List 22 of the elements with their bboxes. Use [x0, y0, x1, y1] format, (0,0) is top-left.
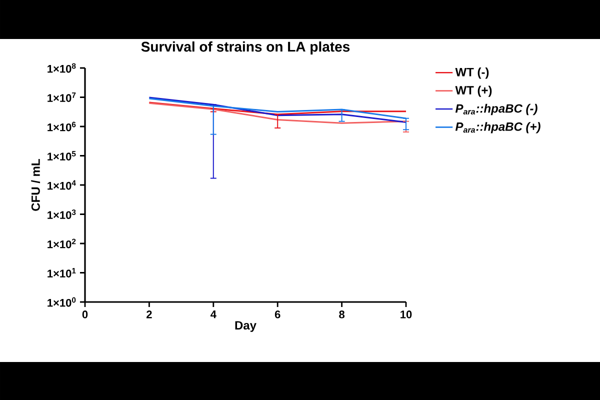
- x-tick-label: 4: [210, 310, 216, 318]
- y-axis-title: CFU / mL: [31, 159, 40, 211]
- x-axis-title: Day: [235, 321, 256, 332]
- x-tick-label: 6: [274, 310, 280, 318]
- y-tick-label: 1×10$^{6}$: [48, 122, 76, 132]
- y-tick-label: 1×10$^{4}$: [48, 180, 76, 190]
- y-tick-label: 1×10$^{2}$: [48, 238, 76, 248]
- y-tick-label: 1×10$^{7}$: [48, 92, 76, 102]
- y-tick-label: 1×10$^{3}$: [48, 210, 76, 219]
- y-tick-label: 1×10$^{1}$: [48, 268, 76, 278]
- y-tick-label: 1×10$^{0}$: [48, 297, 76, 307]
- x-tick-label: 8: [339, 310, 345, 318]
- legend-label: WT (-): [455, 68, 489, 79]
- text: P$_{ara}$::hpaBC (-): [455, 104, 538, 116]
- text: P$_{ara}$::hpaBC (+): [455, 122, 540, 134]
- chart-title: Survival of strains on LA plates: [141, 41, 350, 54]
- legend-label: WT (+): [455, 86, 492, 97]
- x-tick-label: 2: [146, 310, 152, 318]
- y-tick-label: 1×10$^{5}$: [48, 151, 76, 160]
- x-tick-label: 0: [82, 310, 88, 318]
- y-tick-label: 1×10$^{8}$: [48, 63, 76, 73]
- x-tick-label: 10: [400, 310, 412, 318]
